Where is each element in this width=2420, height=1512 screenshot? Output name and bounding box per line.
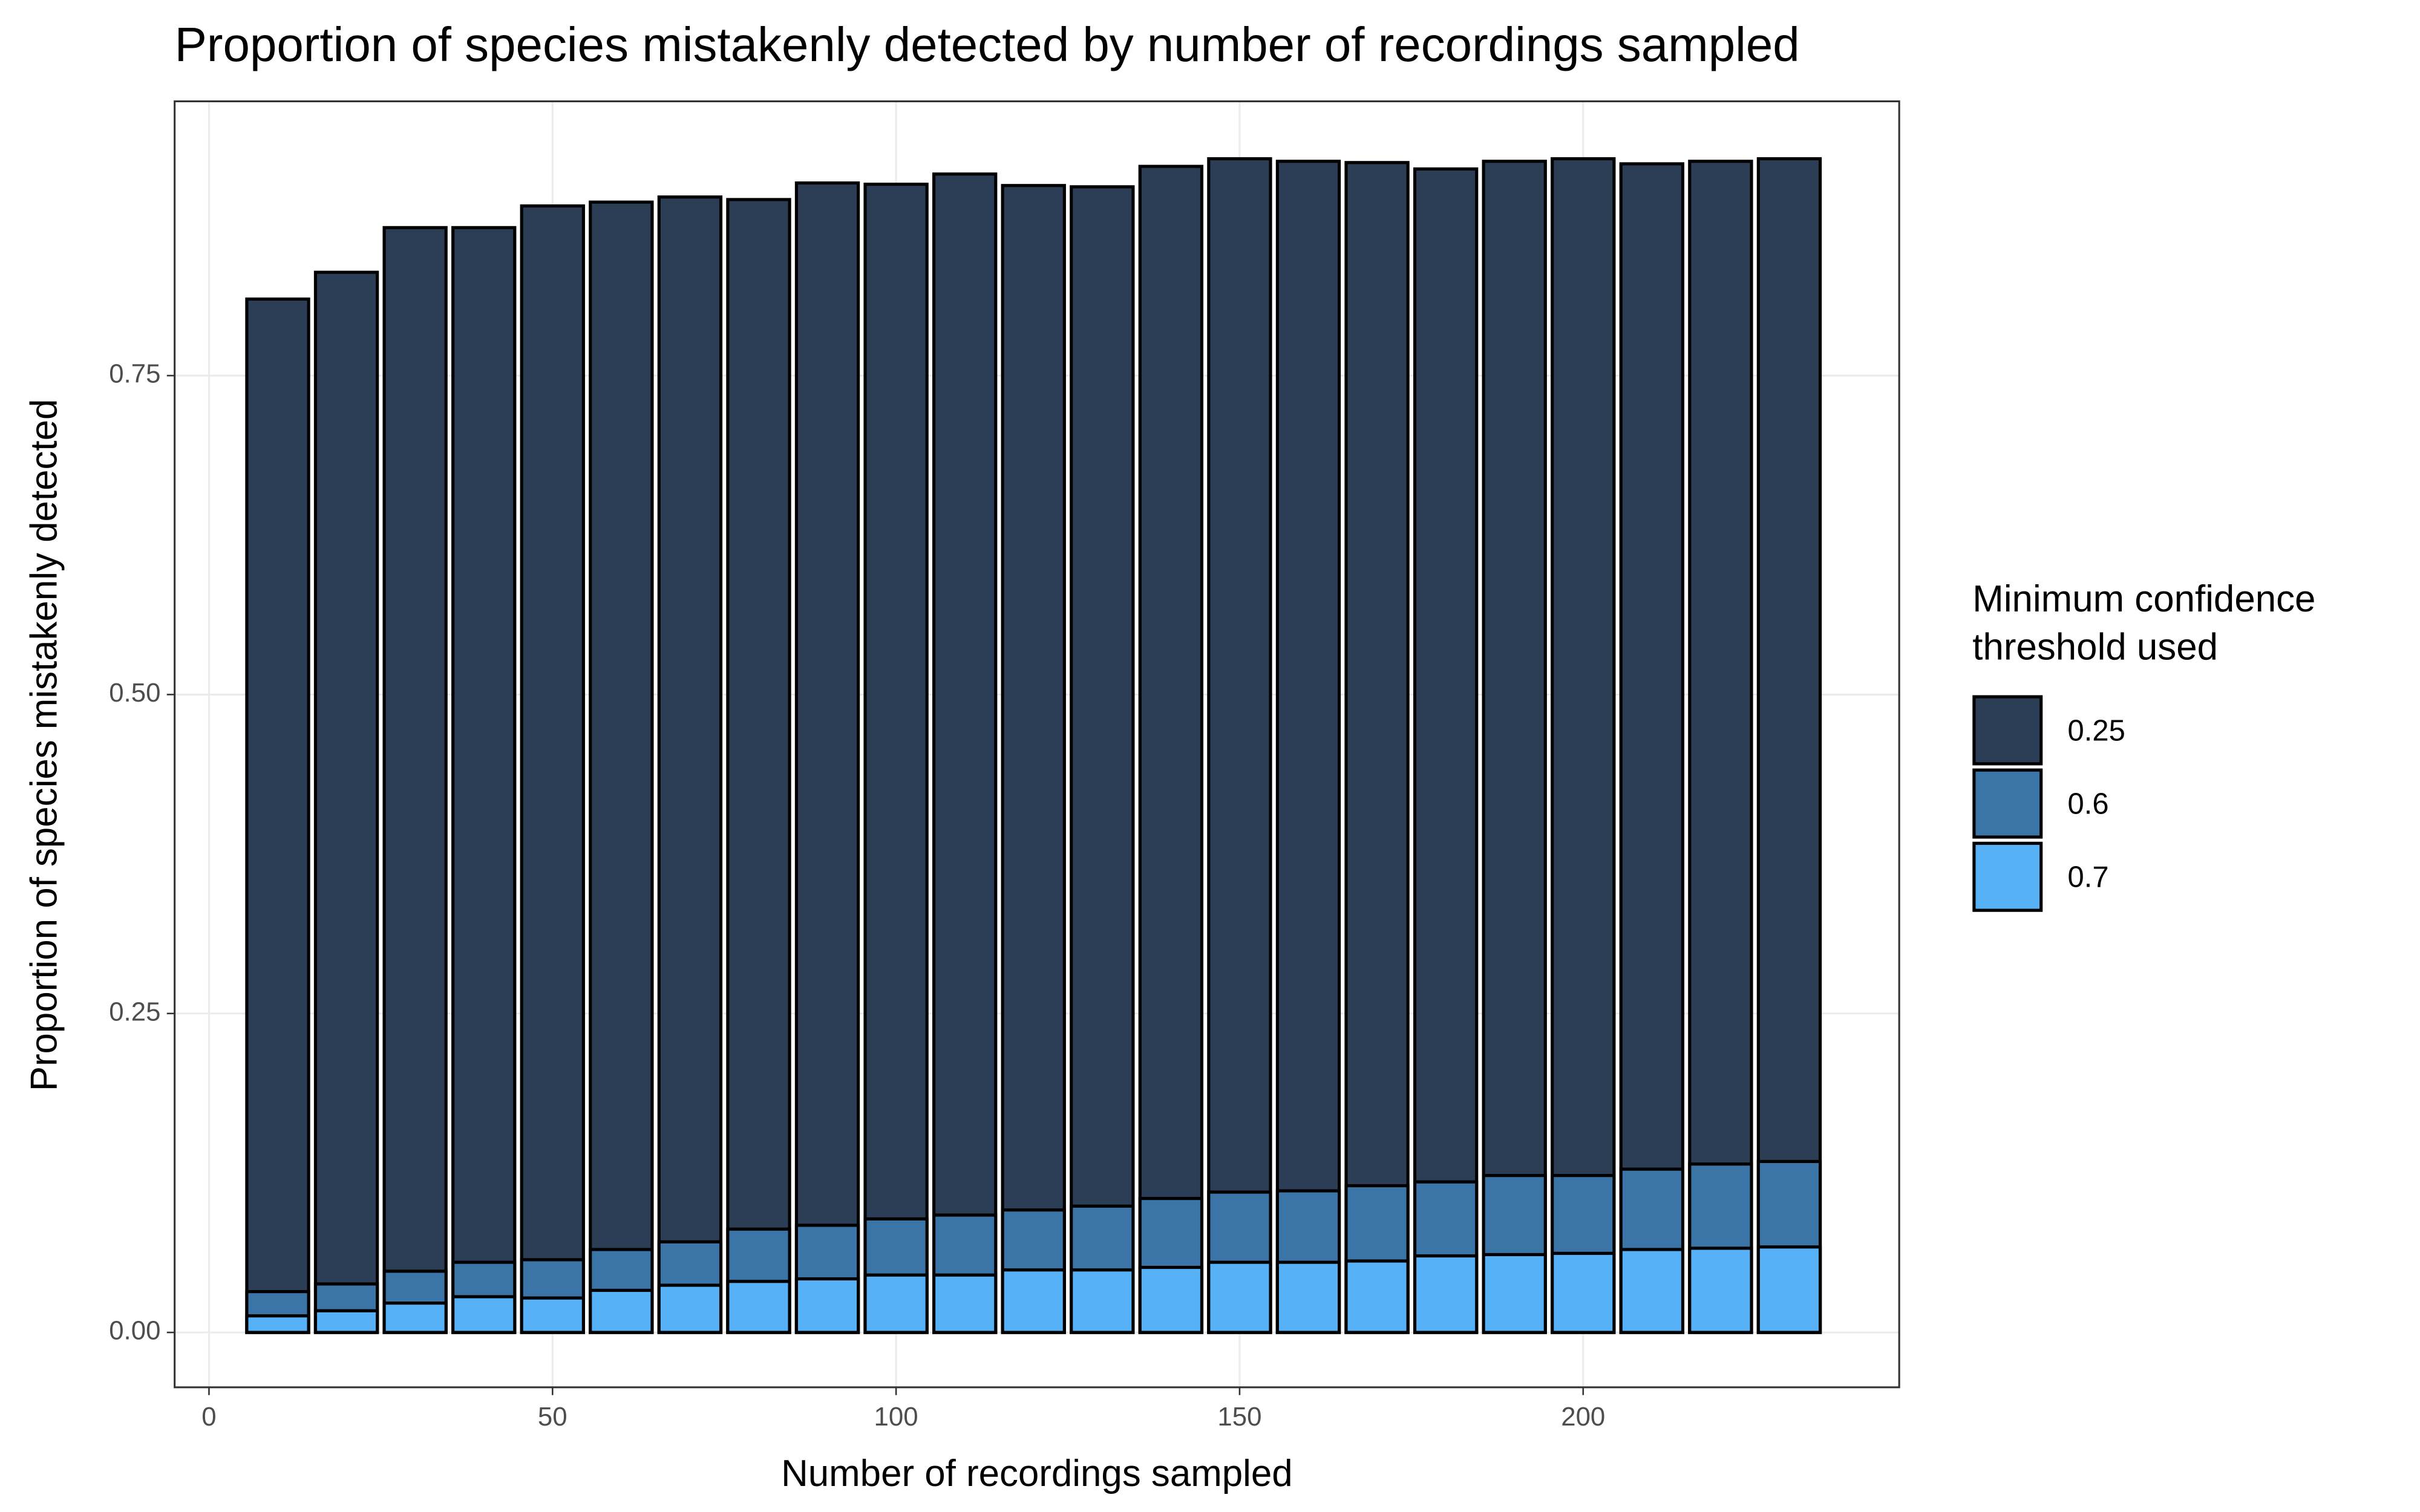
x-tick-label: 100 — [874, 1402, 918, 1432]
legend-swatch — [1972, 768, 2043, 839]
bar — [1482, 1253, 1547, 1334]
bar — [313, 270, 379, 1334]
legend-label: 0.25 — [2068, 714, 2125, 747]
bar — [1688, 1246, 1753, 1334]
legend: Minimum confidence threshold used 0.25 0.6 0… — [1972, 578, 2315, 912]
bar — [1756, 1245, 1822, 1334]
bar — [589, 200, 654, 1334]
bar — [1138, 165, 1204, 1334]
bar — [382, 226, 448, 1334]
bar — [726, 198, 791, 1334]
bar — [1551, 157, 1616, 1334]
bar — [932, 1273, 998, 1334]
bar — [589, 1288, 654, 1334]
bar — [1275, 160, 1341, 1334]
bar — [1413, 1254, 1479, 1334]
bar — [657, 1283, 723, 1334]
bar — [1413, 167, 1479, 1334]
bar — [451, 226, 517, 1334]
bar — [1482, 160, 1547, 1334]
legend-swatch — [1972, 695, 2043, 766]
bar — [1275, 1260, 1341, 1334]
bar — [932, 172, 998, 1334]
bar — [726, 1280, 791, 1334]
bar — [520, 1296, 585, 1334]
bar — [1756, 157, 1822, 1334]
chart-title: Proportion of species mistakenly detecte… — [175, 18, 1800, 71]
x-tick-label: 50 — [538, 1402, 567, 1432]
legend-title: Minimum confidence threshold used — [1972, 578, 2315, 668]
y-tick-label: 0.00 — [109, 1316, 160, 1346]
bar — [245, 1314, 310, 1334]
bar — [1344, 1259, 1410, 1334]
bar — [382, 1302, 448, 1334]
bar — [520, 204, 585, 1334]
bar — [794, 1277, 860, 1334]
bar — [1619, 1248, 1685, 1334]
bar — [1138, 1265, 1204, 1334]
bar — [1207, 157, 1272, 1334]
bar — [1688, 160, 1753, 1334]
x-axis-label: Number of recordings sampled — [781, 1453, 1293, 1494]
bar — [1344, 161, 1410, 1334]
bar — [1001, 1268, 1066, 1334]
y-tick-label: 0.25 — [109, 997, 160, 1026]
x-tick-label: 150 — [1217, 1402, 1261, 1432]
y-axis-label: Proportion of species mistakenly detecte… — [24, 399, 65, 1092]
bar — [451, 1295, 517, 1334]
bar — [657, 195, 723, 1334]
legend-label: 0.7 — [2068, 861, 2109, 894]
x-tick-label: 0 — [201, 1402, 216, 1432]
y-tick-label: 0.75 — [109, 359, 160, 389]
bar — [1001, 184, 1066, 1334]
legend-label: 0.6 — [2068, 787, 2109, 820]
bar — [794, 181, 860, 1334]
bar — [1619, 162, 1685, 1334]
bar — [1551, 1251, 1616, 1334]
plot-border — [174, 100, 1900, 1389]
bar — [1070, 1268, 1135, 1334]
bar — [1070, 185, 1135, 1334]
legend-swatch — [1972, 841, 2043, 912]
bar — [245, 297, 310, 1334]
y-tick-label: 0.50 — [109, 678, 160, 708]
bar — [1207, 1260, 1272, 1334]
plot-area: 0.00 0.25 0.50 0.75 0 50 100 150 200 — [109, 100, 1900, 1432]
bar — [313, 1309, 379, 1334]
x-tick-label: 200 — [1561, 1402, 1605, 1432]
bar — [863, 183, 929, 1334]
bar — [863, 1273, 929, 1334]
